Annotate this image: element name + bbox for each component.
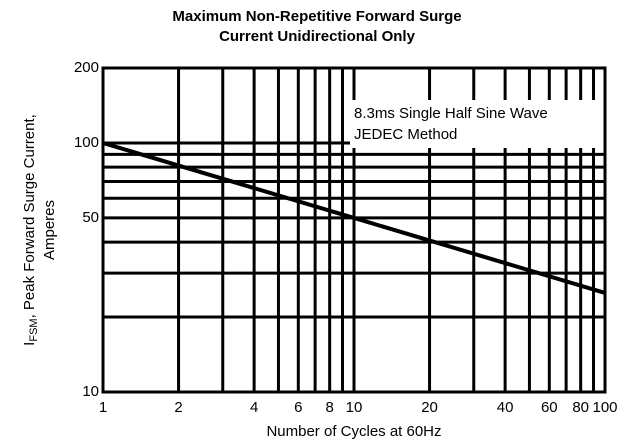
x-tick-label: 8 [326, 399, 334, 416]
data-line [102, 141, 606, 295]
x-tick-label: 4 [250, 399, 258, 416]
y-tick-label: 200 [74, 59, 99, 76]
y-tick-label: 50 [82, 209, 99, 226]
y-axis-label: IFSM, Peak Forward Surge Current, [21, 114, 40, 346]
x-axis-label: Number of Cycles at 60Hz [266, 423, 441, 440]
annotation: JEDEC Method [354, 126, 457, 143]
chart-title: Current Unidirectional Only [219, 28, 416, 45]
y-label-main: I [21, 342, 38, 346]
x-tick-label: 1 [99, 399, 107, 416]
x-tick-label: 40 [497, 399, 514, 416]
x-tick-label: 60 [541, 399, 558, 416]
plot-border [101, 66, 607, 394]
annotation-box [350, 100, 608, 148]
y-label-sub: FSM [28, 318, 40, 341]
x-tick-label: 80 [572, 399, 589, 416]
x-tick-label: 100 [592, 399, 617, 416]
x-tick-label: 20 [421, 399, 438, 416]
chart-title: Maximum Non-Repetitive Forward Surge [172, 8, 461, 25]
annotation: 8.3ms Single Half Sine Wave [354, 105, 548, 122]
y-tick-label: 100 [74, 134, 99, 151]
x-tick-label: 2 [174, 399, 182, 416]
y-tick-label: 10 [82, 383, 99, 400]
x-tick-label: 6 [294, 399, 302, 416]
x-tick-label: 10 [346, 399, 363, 416]
y-label-rest: , Peak Forward Surge Current, [21, 114, 38, 318]
y-axis-label: Amperes [41, 200, 58, 260]
